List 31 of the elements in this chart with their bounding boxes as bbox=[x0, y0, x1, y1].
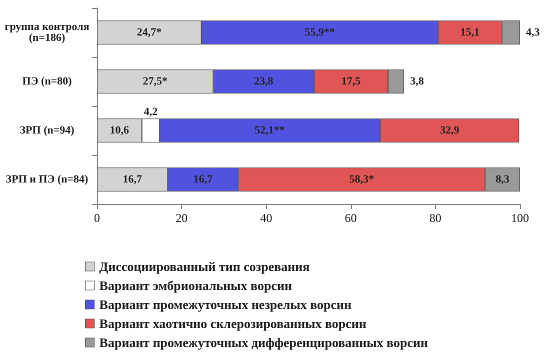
data-label: 52,1** bbox=[254, 124, 286, 136]
data-label: 24,7* bbox=[136, 26, 162, 38]
legend-label: Вариант эмбриональных ворсин bbox=[99, 278, 292, 293]
data-label: 27,5* bbox=[142, 76, 168, 88]
legend-label: Вариант промежуточных дифференцированных ворсин bbox=[99, 335, 428, 350]
x-tick-label: 60 bbox=[344, 211, 357, 225]
legend-label: Вариант промежуточных незрелых ворсин bbox=[99, 297, 352, 312]
data-label: 10,6 bbox=[110, 124, 130, 136]
data-label: 17,5 bbox=[341, 76, 362, 88]
y-tick-label: группа контроля (n=186) bbox=[4, 21, 90, 44]
data-label: 4,2 bbox=[144, 106, 158, 118]
data-label: 8,3 bbox=[496, 174, 510, 186]
x-tick-label: 20 bbox=[176, 211, 188, 225]
data-label: 58,3* bbox=[349, 174, 374, 186]
x-tick-label: 40 bbox=[260, 211, 272, 225]
data-label: 55,9** bbox=[304, 26, 336, 38]
x-tick-label: 100 bbox=[511, 211, 529, 225]
data-label: 23,8 bbox=[254, 76, 274, 88]
data-label: 4,3 bbox=[526, 26, 540, 38]
data-label: 32,9 bbox=[440, 124, 460, 136]
data-label: 15,1 bbox=[460, 26, 480, 38]
data-label: 16,7 bbox=[193, 174, 214, 186]
legend-label: Диссоциированный тип созревания bbox=[99, 259, 310, 274]
legend-label: Вариант хаотично склерозированных ворсин bbox=[99, 316, 367, 331]
y-tick-label: ПЭ (n=80) bbox=[22, 76, 72, 88]
x-tick-label: 0 bbox=[94, 211, 100, 225]
y-tick-label: ЗРП (n=94) bbox=[20, 124, 75, 136]
x-tick-label: 80 bbox=[429, 211, 442, 225]
data-label: 3,8 bbox=[410, 76, 424, 88]
data-label: 16,7 bbox=[122, 174, 142, 186]
y-tick-label: ЗРП и ПЭ (n=84) bbox=[6, 174, 89, 186]
